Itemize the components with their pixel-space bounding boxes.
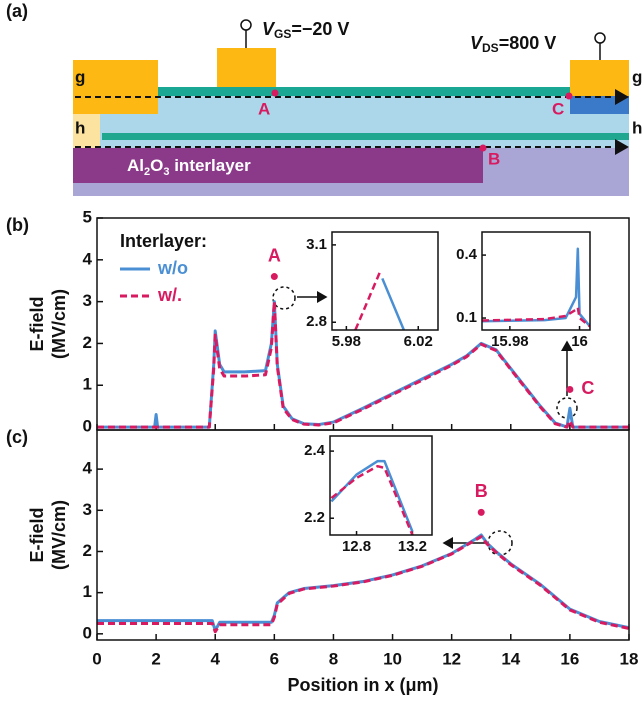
y-tick-label: 5 (83, 207, 92, 226)
x-tick-label: 18 (620, 649, 639, 668)
cut-label: g (632, 67, 642, 86)
annotation-dot (271, 273, 278, 280)
y-axis-unit: (MV/cm) (49, 500, 69, 570)
vds-label: VDS=800 V (470, 33, 556, 55)
point-a-dot (272, 90, 279, 97)
y-tick-label: 0.1 (456, 309, 477, 326)
x-axis-label: Position in x (μm) (287, 675, 438, 695)
y-tick-label: 3.1 (306, 236, 327, 253)
panel-label: (a) (6, 1, 28, 21)
x-tick-label: 4 (210, 649, 220, 668)
y-axis-unit: (MV/cm) (49, 289, 69, 359)
annotation-label: C (581, 378, 594, 398)
y-tick-label: 2 (83, 333, 92, 352)
subscript: GS (274, 27, 291, 41)
zoom-circle (273, 287, 295, 309)
legend-title: Interlayer: (120, 231, 207, 251)
value: =800 V (499, 33, 557, 53)
vgs-label: VGS=−20 V (262, 19, 349, 41)
y-tick-label: 4 (83, 459, 93, 478)
y-tick-label: 4 (83, 249, 93, 268)
point-label: C (552, 99, 564, 118)
point-label: A (258, 99, 270, 118)
y-tick-label: 3 (83, 500, 92, 519)
y-tick-label: 1 (83, 375, 92, 394)
x-tick-label: 13.2 (398, 538, 427, 555)
barrier-line (102, 133, 629, 140)
annotation-label: A (268, 245, 281, 265)
text: interlayer (169, 156, 251, 175)
y-tick-label: 0.4 (456, 246, 478, 263)
cut-label: h (632, 118, 642, 137)
x-tick-label: 14 (501, 649, 520, 668)
x-tick-label: 6.02 (404, 333, 433, 350)
x-tick-label: 12.8 (342, 538, 371, 555)
source-electrode (73, 60, 158, 114)
passivation (158, 87, 570, 96)
y-tick-label: 2.4 (304, 442, 326, 459)
gate-electrode (217, 48, 276, 87)
x-tick-label: 0 (92, 649, 101, 668)
annotation-dot (478, 509, 485, 516)
y-tick-label: 2.2 (304, 509, 325, 526)
x-tick-label: 8 (329, 649, 338, 668)
x-tick-label: 16 (560, 649, 579, 668)
y-tick-label: 0 (83, 623, 92, 642)
subscript: DS (482, 41, 499, 55)
cut-label: g (75, 67, 85, 86)
legend-label: w/o (157, 258, 188, 278)
panel-label: (b) (6, 215, 29, 235)
point-b-dot (480, 145, 487, 152)
y-tick-label: 2 (83, 541, 92, 560)
cut-label: h (75, 118, 85, 137)
y-tick-label: 2.8 (306, 313, 327, 330)
annotation-label: B (475, 481, 488, 501)
text: O (150, 156, 163, 175)
zoom-circle (488, 531, 512, 555)
point-c-dot (566, 93, 573, 100)
x-tick-label: 12 (442, 649, 461, 668)
gate-terminal (241, 20, 251, 30)
contact-right (570, 96, 629, 114)
x-tick-label: 10 (383, 649, 402, 668)
value: =−20 V (291, 19, 349, 39)
x-tick-label: 15.98 (491, 333, 529, 350)
y-tick-label: 3 (83, 291, 92, 310)
annotation-dot (566, 386, 573, 393)
point-label: B (488, 149, 500, 168)
figure: (a) A C B g g h h VGS=−20 V VDS=800 V Al… (0, 0, 642, 708)
panel-label: (c) (6, 427, 28, 447)
y-axis-label: E-field (27, 507, 47, 562)
inset-background (482, 232, 590, 330)
inset-background (332, 232, 438, 330)
legend-label: w/. (157, 285, 182, 305)
x-tick-label: 6 (270, 649, 279, 668)
y-tick-label: 1 (83, 582, 92, 601)
x-tick-label: 16 (571, 333, 588, 350)
drain-electrode (570, 60, 629, 96)
x-tick-label: 2 (151, 649, 160, 668)
x-tick-label: 5.98 (332, 333, 361, 350)
zoom-circle (557, 398, 577, 418)
drain-terminal (595, 33, 605, 43)
y-tick-label: 0 (83, 417, 92, 436)
text: Al (127, 156, 144, 175)
y-axis-label: E-field (27, 296, 47, 351)
